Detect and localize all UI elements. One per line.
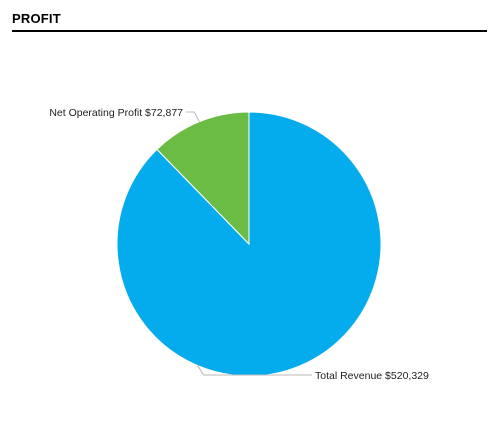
section-header: PROFIT: [12, 10, 487, 32]
section-title: PROFIT: [12, 11, 61, 26]
leader-line: [197, 365, 312, 376]
pie-slices: [116, 111, 382, 377]
pie-slice-net-operating-profit: [156, 111, 250, 246]
pie-labels: Net Operating Profit $72,877 Total Revenu…: [49, 107, 429, 382]
slice-label: Total Revenue $520,329: [315, 370, 429, 382]
slice-label: Net Operating Profit $72,877: [49, 107, 183, 119]
leader-line: [186, 111, 200, 122]
